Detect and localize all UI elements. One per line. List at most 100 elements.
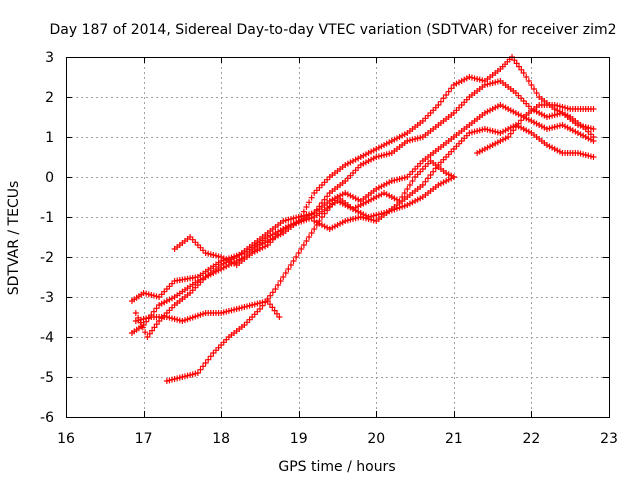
data-point (149, 327, 156, 334)
x-tick-labels: 16 17 18 19 20 21 22 23 (57, 431, 618, 447)
data-point (202, 360, 209, 366)
data-point (321, 196, 328, 203)
data-point (267, 292, 274, 299)
y-tick-label: 0 (45, 170, 54, 186)
data-point (205, 356, 212, 363)
data-point (435, 102, 442, 108)
data-point (144, 334, 151, 340)
data-point (282, 270, 289, 276)
data-point (590, 154, 597, 160)
data-point (269, 304, 276, 311)
data-point (153, 305, 160, 312)
y-tick-labels: -6 -5 -4 -3 -2 -1 0 1 2 3 (40, 50, 54, 426)
data-point (404, 186, 411, 192)
data-point (512, 124, 519, 130)
data-point (285, 266, 292, 272)
data-point (331, 197, 338, 204)
data-point (197, 366, 204, 373)
data-point (432, 165, 439, 172)
data-point (518, 117, 525, 124)
data-point (518, 66, 525, 73)
x-tick-label: 19 (290, 431, 308, 447)
data-point (533, 90, 540, 96)
x-tick-label: 21 (445, 431, 463, 447)
data-point (275, 282, 282, 288)
x-axis-label: GPS time / hours (278, 459, 395, 475)
data-point (440, 95, 447, 102)
data-point (590, 126, 597, 132)
y-tick-label: -2 (40, 250, 54, 266)
data-point (146, 330, 153, 337)
data-point (511, 57, 518, 64)
plot-frame (66, 57, 610, 418)
data-point (406, 182, 413, 188)
data-point (132, 310, 139, 316)
data-point (298, 246, 305, 252)
data-point (448, 85, 455, 92)
data-point (148, 312, 155, 318)
data-point (300, 242, 307, 248)
data-point (324, 207, 331, 214)
x-tick-label: 16 (57, 431, 75, 447)
x-tick-label: 18 (212, 431, 230, 447)
data-point (256, 306, 263, 312)
data-point (306, 199, 313, 206)
data-points (128, 54, 597, 384)
data-point (145, 315, 152, 322)
data-point (264, 296, 271, 302)
data-point (150, 308, 157, 315)
y-tick-label: -5 (40, 370, 54, 386)
data-point (293, 254, 300, 260)
data-point (513, 60, 520, 67)
data-point (590, 138, 597, 144)
data-point (528, 82, 535, 88)
chart-title: Day 187 of 2014, Sidereal Day-to-day VTE… (50, 22, 617, 38)
data-point (437, 98, 444, 105)
data-point (139, 324, 146, 331)
y-tick-label: 3 (45, 50, 54, 66)
data-point (308, 230, 315, 236)
grid-lines (66, 57, 609, 417)
data-point (321, 210, 328, 217)
data-point (443, 92, 450, 98)
data-point (306, 234, 313, 240)
data-point (153, 321, 160, 328)
data-point (507, 130, 514, 137)
data-point (194, 370, 201, 376)
data-point (590, 106, 597, 112)
y-axis-label: SDTVAR / TECUs (6, 181, 22, 296)
axis-ticks (66, 57, 610, 418)
data-point (425, 175, 431, 182)
data-point (280, 274, 287, 280)
data-point (262, 299, 269, 306)
data-point (287, 262, 294, 268)
data-point (531, 86, 538, 92)
data-point (290, 258, 297, 264)
data-point (269, 289, 276, 296)
y-tick-label: -6 (40, 410, 54, 426)
data-point (427, 172, 434, 178)
data-point (409, 178, 416, 184)
data-point (525, 78, 532, 84)
data-point (308, 194, 315, 201)
data-point (271, 307, 278, 314)
data-point (273, 310, 280, 317)
x-tick-label: 20 (367, 431, 385, 447)
data-point (318, 214, 325, 220)
data-point (324, 193, 331, 200)
data-point (515, 120, 522, 127)
data-point (523, 74, 530, 80)
data-point (329, 200, 336, 207)
data-point (419, 182, 426, 188)
data-point (520, 70, 527, 76)
data-point (505, 134, 512, 140)
series-track-7 (311, 122, 597, 232)
data-point (151, 324, 158, 331)
data-point (326, 204, 333, 210)
data-point (200, 363, 207, 370)
data-point (143, 318, 150, 325)
data-point (311, 226, 318, 232)
series-track-3 (128, 54, 597, 336)
data-point (450, 174, 457, 180)
